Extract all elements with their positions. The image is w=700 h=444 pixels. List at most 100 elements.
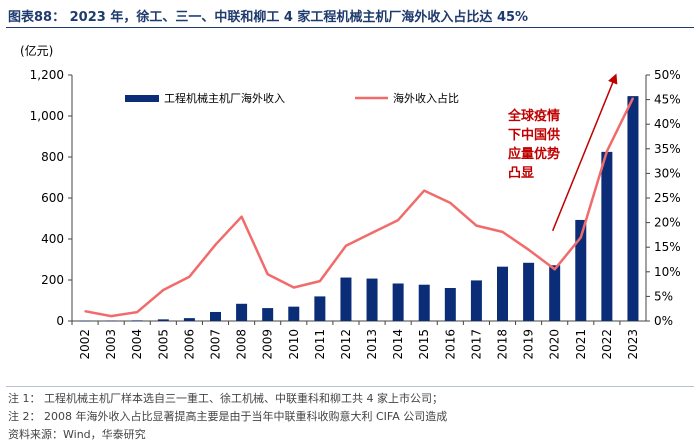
x-tick-label: 2003 <box>104 329 118 360</box>
chart-svg: 0 200 400 600 800 1,000 1,200 0% 5% 10% 15% 20% 25% 3… <box>30 68 681 360</box>
x-tick-label: 2013 <box>365 329 379 360</box>
share-point-2012 <box>345 244 347 247</box>
share-point-2010 <box>292 286 295 289</box>
x-tick-label: 2012 <box>339 329 353 360</box>
x-tick-label: 2021 <box>574 329 588 360</box>
footnote-1: 注 1： 工程机械主机厂样本选自三一重工、徐工机械、中联重科和柳工共 4 家上市… <box>8 392 443 405</box>
share-point-2005 <box>162 289 165 291</box>
legend-line-label: 海外收入占比 <box>393 91 459 105</box>
title-divider <box>6 27 694 28</box>
annotation-text-line: 下中国供 <box>508 127 560 143</box>
share-point-2011 <box>319 280 321 282</box>
y-right-tick-label: 5% <box>654 289 673 303</box>
y-left-tick-label: 800 <box>41 150 64 164</box>
share-point-2022 <box>606 150 608 153</box>
x-tick-label: 2019 <box>522 329 536 360</box>
y-right-tick-label: 40% <box>654 117 681 131</box>
x-tick-label: 2011 <box>313 329 327 360</box>
x-tick-label: 2006 <box>182 329 196 360</box>
footnote-2: 注 2： 2008 年海外收入占比显著提高主要是由于当年中联重科收购意大利 CI… <box>8 410 448 423</box>
legend-bar-label: 工程机械主机厂海外收入 <box>164 91 285 105</box>
x-tick-label: 2017 <box>469 329 483 360</box>
bar-2003 <box>105 320 117 322</box>
share-point-2014 <box>397 219 399 221</box>
y-right-tick-label: 10% <box>654 265 681 279</box>
share-point-2015 <box>423 189 426 192</box>
share-point-2017 <box>475 224 478 227</box>
bar-2004 <box>131 320 143 321</box>
bar-2012 <box>340 277 352 321</box>
bar-2019 <box>523 262 535 321</box>
share-point-2023 <box>632 97 634 99</box>
chart-title: 图表88： 2023 年，徐工、三一、中联和柳工 4 家工程机械主机厂海外收入占… <box>8 10 529 25</box>
x-tick-label: 2023 <box>626 329 640 360</box>
bar-2007 <box>210 311 221 321</box>
bar-2009 <box>262 308 274 321</box>
legend-bar-swatch <box>125 95 159 102</box>
bar-2015 <box>418 284 430 321</box>
bar-2016 <box>444 287 456 321</box>
bar-2008 <box>236 303 248 321</box>
x-tick-label: 2008 <box>235 329 249 360</box>
y-right-tick-label: 50% <box>654 68 681 82</box>
y-left-tick-label: 1,200 <box>30 68 64 82</box>
bar-2022 <box>601 151 613 321</box>
x-tick-label: 2010 <box>287 329 301 360</box>
left-axis-unit: (亿元) <box>20 44 54 58</box>
y-right-tick-label: 25% <box>654 191 681 205</box>
share-point-2018 <box>501 231 504 233</box>
y-right-tick-label: 45% <box>654 93 681 107</box>
y-right-tick-label: 30% <box>654 166 681 180</box>
x-tick-label: 2014 <box>391 329 405 360</box>
y-right-tick-label: 35% <box>654 142 681 156</box>
bar-2011 <box>314 296 326 321</box>
share-line <box>84 97 635 318</box>
share-point-2020 <box>553 268 556 271</box>
bar-2021 <box>575 219 587 321</box>
y-right-tick-label: 20% <box>654 216 681 230</box>
share-point-2002 <box>84 310 86 312</box>
x-tick-label: 2005 <box>156 329 170 360</box>
x-tick-label: 2004 <box>130 329 144 360</box>
share-point-2007 <box>214 243 217 246</box>
bar-2005 <box>157 319 169 321</box>
bar-2010 <box>288 306 300 321</box>
x-tick-label: 2022 <box>600 329 614 360</box>
bar-2018 <box>497 266 508 321</box>
annotation-text-line: 全球疫情 <box>507 108 560 124</box>
share-point-2016 <box>449 202 452 204</box>
bar-2020 <box>549 265 561 321</box>
annotation-text-line: 凸显 <box>508 166 534 181</box>
y-right-tick-label: 15% <box>654 240 681 254</box>
x-tick-label: 2016 <box>443 329 457 360</box>
share-point-2013 <box>371 232 373 234</box>
share-point-2009 <box>266 273 269 276</box>
share-point-2006 <box>188 275 191 278</box>
bar-2014 <box>392 283 404 321</box>
x-tick-label: 2009 <box>261 329 275 360</box>
y-left-tick-label: 400 <box>41 232 64 246</box>
annotation-text-line: 应量优势 <box>508 146 560 162</box>
bar-2013 <box>366 278 378 321</box>
y-right-tick-label: 0% <box>654 314 673 328</box>
annotation-arrow <box>551 73 618 232</box>
share-point-2019 <box>527 248 530 251</box>
y-left-tick-label: 1,000 <box>30 109 64 123</box>
y-left-tick-label: 600 <box>41 191 64 205</box>
x-tick-label: 2015 <box>417 329 431 360</box>
source-note: 资料来源：Wind，华泰研究 <box>8 428 146 441</box>
bar-2017 <box>470 280 482 321</box>
share-point-2004 <box>136 311 139 313</box>
bar-2023 <box>627 96 639 322</box>
y-left-tick-label: 200 <box>41 273 64 287</box>
bar-2006 <box>183 318 195 321</box>
x-tick-label: 2002 <box>78 329 92 360</box>
x-tick-label: 2020 <box>548 329 562 360</box>
share-point-2003 <box>110 315 112 317</box>
bar-2002 <box>79 320 91 322</box>
footer-divider <box>6 386 694 387</box>
y-left-tick-label: 0 <box>56 314 64 328</box>
share-point-2008 <box>240 215 243 218</box>
x-tick-label: 2018 <box>496 329 510 360</box>
x-tick-label: 2007 <box>209 329 223 360</box>
